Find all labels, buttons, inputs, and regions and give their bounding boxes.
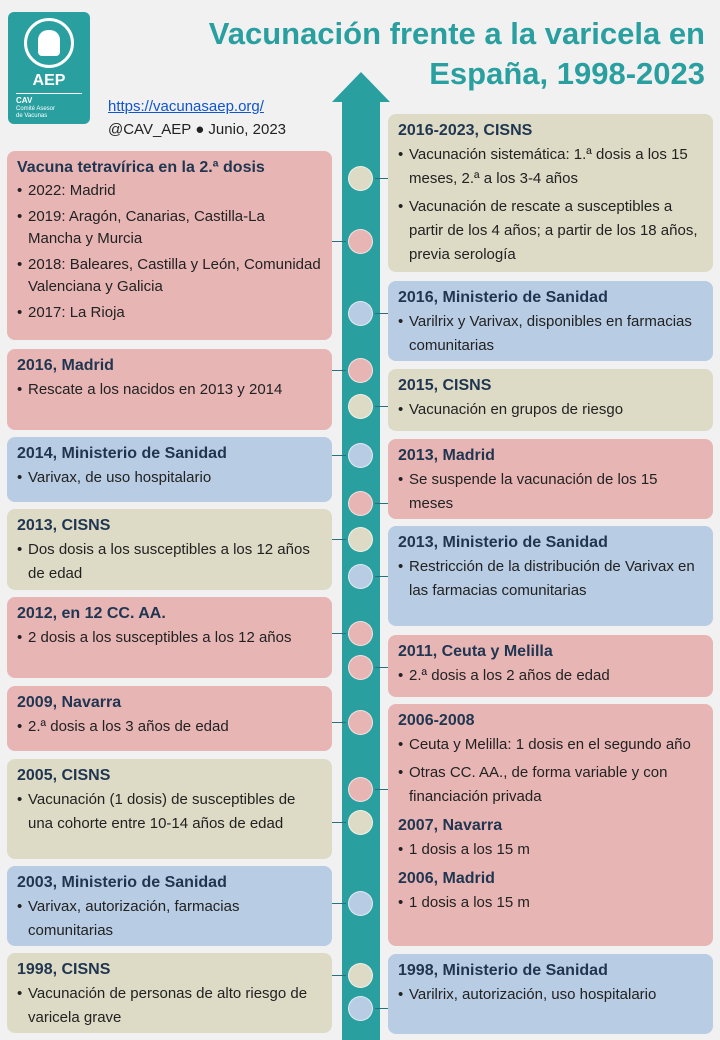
event-item: Vacunación de rescate a susceptibles a p…: [398, 195, 703, 267]
event-box-2016-madrid: 2016, Madrid Rescate a los nacidos en 20…: [7, 349, 332, 430]
page-title: Vacunación frente a la varicela en Españ…: [140, 14, 705, 94]
event-heading: 2005, CISNS: [17, 767, 111, 784]
event-item: Vacunación de personas de alto riesgo de…: [17, 982, 322, 1030]
event-box-1998-cisns: 1998, CISNS Vacunación de personas de al…: [7, 953, 332, 1033]
timeline-dot: [348, 710, 373, 735]
event-box-2015-cisns: 2015, CISNS Vacunación en grupos de ries…: [388, 369, 713, 431]
event-item: Otras CC. AA., de forma variable y con f…: [398, 761, 703, 809]
event-heading: 2003, Ministerio de Sanidad: [17, 874, 227, 891]
timeline-dot: [348, 229, 373, 254]
timeline-dot: [348, 996, 373, 1021]
event-item: Varilrix, autorización, uso hospitalario: [398, 983, 703, 1007]
logo-aep-text: AEP: [32, 72, 66, 89]
timeline-arrow-head-icon: [332, 72, 390, 102]
timeline-dot: [348, 963, 373, 988]
event-item: Varivax, de uso hospitalario: [17, 466, 322, 490]
logo-divider: [16, 93, 82, 94]
event-item: 2018: Baleares, Castilla y León, Comunid…: [17, 254, 322, 298]
timeline-dot: [348, 891, 373, 916]
timeline-dot: [348, 655, 373, 680]
event-item: Dos dosis a los susceptibles a los 12 añ…: [17, 538, 322, 586]
event-box-2014-ministerio: 2014, Ministerio de Sanidad Varivax, de …: [7, 437, 332, 502]
event-item: Restricción de la distribución de Variva…: [398, 555, 703, 603]
event-heading: 2014, Ministerio de Sanidad: [17, 445, 227, 462]
event-heading: 2013, CISNS: [17, 517, 111, 534]
timeline-dot: [348, 621, 373, 646]
event-item: Varivax, autorización, farmacias comunit…: [17, 895, 322, 943]
event-item: 2019: Aragón, Canarias, Castilla-La Manc…: [17, 206, 322, 250]
event-heading: 2006-2008: [398, 712, 475, 729]
aep-emblem-icon: [24, 18, 74, 68]
logo-cav-full: Comité Asesor de Vacunas: [16, 106, 56, 119]
event-item: 2022: Madrid: [17, 180, 322, 202]
event-box-2016-2023-cisns: 2016-2023, CISNS Vacunación sistemática:…: [388, 114, 713, 272]
event-item: Varilrix y Varivax, disponibles en farma…: [398, 310, 703, 358]
event-heading: 2011, Ceuta y Melilla: [398, 643, 553, 660]
event-box-1998-ministerio: 1998, Ministerio de Sanidad Varilrix, au…: [388, 954, 713, 1034]
event-heading: 2015, CISNS: [398, 377, 492, 394]
author-date: @CAV_AEP ● Junio, 2023: [108, 121, 287, 138]
event-item: Vacunación en grupos de riesgo: [398, 398, 703, 422]
timeline-dot: [348, 394, 373, 419]
event-box-2016-ministerio: 2016, Ministerio de Sanidad Varilrix y V…: [388, 281, 713, 361]
event-item: 2.ª dosis a los 2 años de edad: [398, 664, 703, 688]
logo-cav-text: CAV: [16, 96, 33, 105]
event-item: Vacunación sistemática: 1.ª dosis a los …: [398, 143, 703, 191]
event-subheading: 2007, Navarra: [398, 817, 503, 834]
event-item: Se suspende la vacunación de los 15 mese…: [398, 468, 703, 516]
event-box-2012-ccaa: 2012, en 12 CC. AA. 2 dosis a los suscep…: [7, 597, 332, 678]
event-box-2009-navarra: 2009, Navarra 2.ª dosis a los 3 años de …: [7, 686, 332, 751]
event-heading: 2013, Ministerio de Sanidad: [398, 534, 608, 551]
event-item: 2.ª dosis a los 3 años de edad: [17, 715, 322, 739]
event-heading: 2016-2023, CISNS: [398, 122, 533, 139]
event-box-2006-2008: 2006-2008 Ceuta y Melilla: 1 dosis en el…: [388, 704, 713, 946]
event-item: Rescate a los nacidos en 2013 y 2014: [17, 378, 322, 402]
event-item: 1 dosis a los 15 m: [398, 838, 703, 862]
timeline-dot: [348, 166, 373, 191]
website-link[interactable]: https://vacunasaep.org/: [108, 98, 264, 115]
event-subheading: 2006, Madrid: [398, 870, 495, 887]
timeline-dot: [348, 301, 373, 326]
timeline-dot: [348, 564, 373, 589]
event-heading: 2016, Madrid: [17, 357, 114, 374]
event-item: 2 dosis a los susceptibles a los 12 años: [17, 626, 322, 650]
event-heading: 1998, CISNS: [17, 961, 111, 978]
timeline-dot: [348, 443, 373, 468]
event-heading: 1998, Ministerio de Sanidad: [398, 962, 608, 979]
event-heading: 2012, en 12 CC. AA.: [17, 605, 166, 622]
timeline-dot: [348, 491, 373, 516]
event-box-2005-cisns: 2005, CISNS Vacunación (1 dosis) de susc…: [7, 759, 332, 859]
event-item: Ceuta y Melilla: 1 dosis en el segundo a…: [398, 733, 703, 757]
event-item: 1 dosis a los 15 m: [398, 891, 703, 915]
event-box-tetraviral: Vacuna tetravírica en la 2.ª dosis 2022:…: [7, 151, 332, 340]
event-box-2013-ministerio: 2013, Ministerio de Sanidad Restricción …: [388, 526, 713, 626]
timeline-dot: [348, 527, 373, 552]
event-heading: 2013, Madrid: [398, 447, 495, 464]
title-line-1: Vacunación frente a la varicela en: [208, 16, 705, 51]
title-line-2: España, 1998-2023: [429, 56, 705, 91]
event-box-2013-cisns: 2013, CISNS Dos dosis a los susceptibles…: [7, 509, 332, 590]
timeline-dot: [348, 358, 373, 383]
event-heading: 2016, Ministerio de Sanidad: [398, 289, 608, 306]
timeline-dot: [348, 810, 373, 835]
event-box-2003-ministerio: 2003, Ministerio de Sanidad Varivax, aut…: [7, 866, 332, 946]
event-box-2011-ceuta-melilla: 2011, Ceuta y Melilla 2.ª dosis a los 2 …: [388, 635, 713, 697]
timeline-dot: [348, 777, 373, 802]
event-item: Vacunación (1 dosis) de susceptibles de …: [17, 788, 322, 836]
event-item: 2017: La Rioja: [17, 302, 322, 324]
aep-logo: AEP CAV Comité Asesor de Vacunas: [8, 12, 90, 124]
event-box-2013-madrid: 2013, Madrid Se suspende la vacunación d…: [388, 439, 713, 519]
event-heading: 2009, Navarra: [17, 694, 122, 711]
event-heading: Vacuna tetravírica en la 2.ª dosis: [17, 159, 265, 176]
